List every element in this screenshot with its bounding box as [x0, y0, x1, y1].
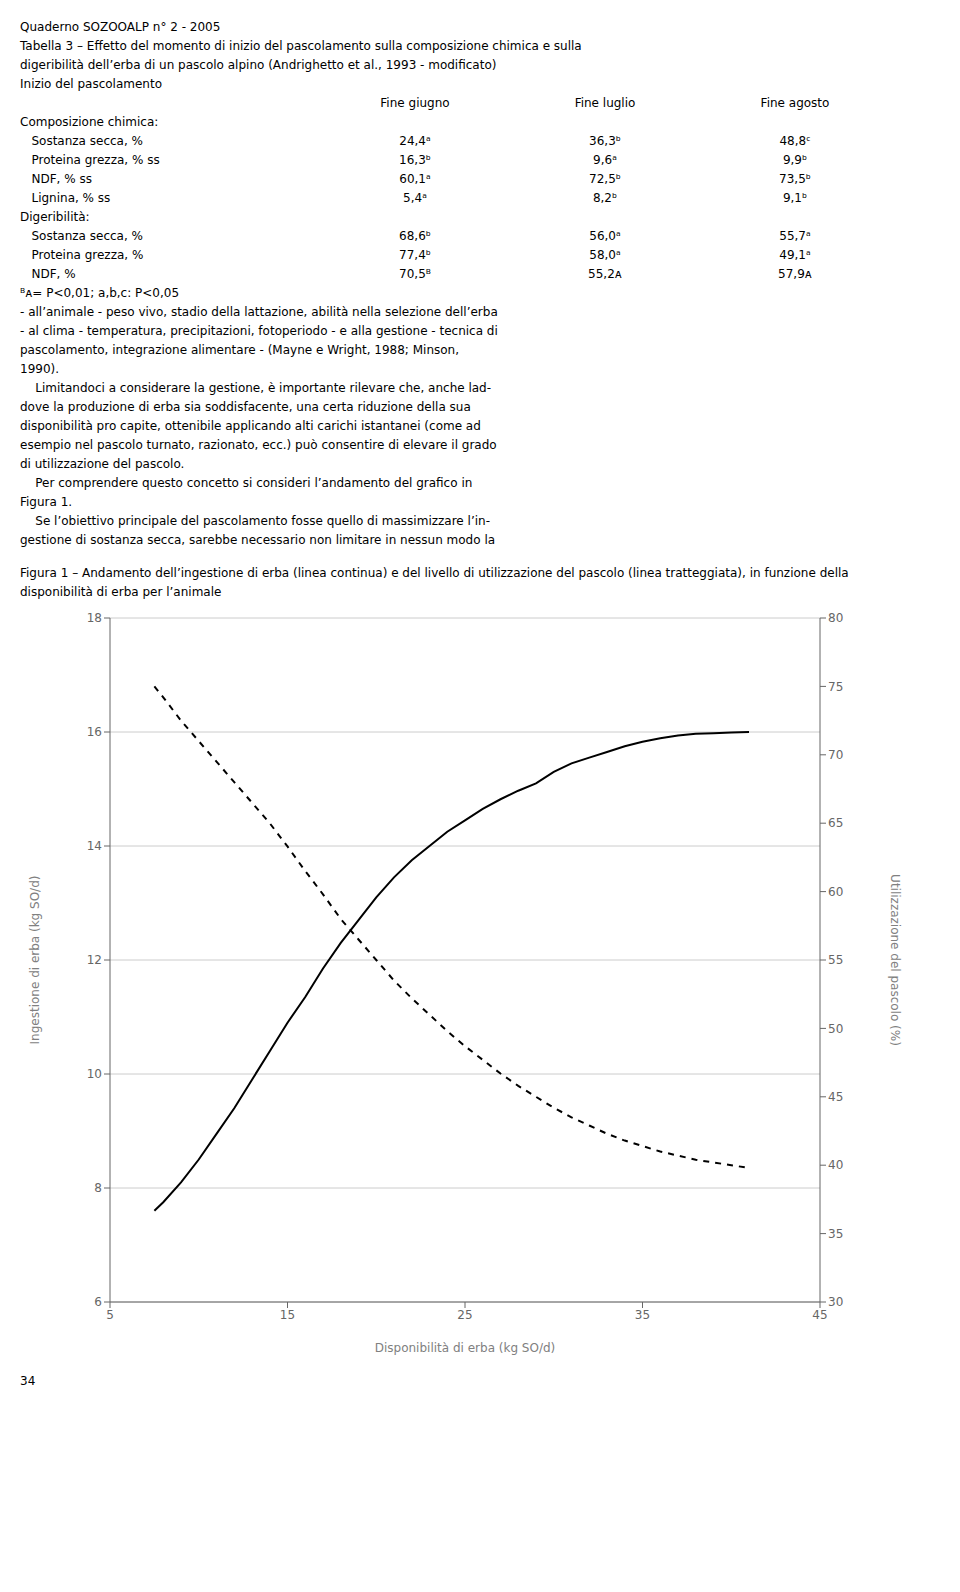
html-text:56,0ᵃ: 56,0ᵃ	[589, 229, 621, 243]
html-text:5,4ᵃ: 5,4ᵃ	[403, 191, 427, 205]
html-text:gestione di sostanza secca, sa: gestione di sostanza secca, sarebbe nece…	[20, 533, 496, 547]
svg-text:10: 10	[87, 1067, 102, 1081]
html-text:16,3ᵇ: 16,3ᵇ	[399, 153, 431, 167]
svg-text:70: 70	[828, 748, 843, 762]
html-text:Fine agosto: Fine agosto	[760, 96, 830, 110]
svg-text:5: 5	[106, 1308, 114, 1322]
svg-text:6: 6	[94, 1295, 102, 1309]
svg-text:14: 14	[87, 839, 102, 853]
svg-text:18: 18	[87, 611, 102, 625]
html-text:Quaderno SOZOOALP n° 2 - 2005: Quaderno SOZOOALP n° 2 - 2005	[20, 20, 221, 34]
html-text:Sostanza secca, %: Sostanza secca, %	[20, 229, 143, 243]
html-text:Tabella 3 – Effetto del moment: Tabella 3 – Effetto del momento di inizi…	[20, 39, 582, 53]
html-text:ᴮᴀ= P<0,01; a,b,c: P<0,05: ᴮᴀ= P<0,01; a,b,c: P<0,05	[20, 286, 180, 300]
html-text:68,6ᵇ: 68,6ᵇ	[399, 229, 431, 243]
svg-text:15: 15	[280, 1308, 295, 1322]
html-text:34: 34	[20, 1374, 36, 1388]
html-text:55,7ᵃ: 55,7ᵃ	[779, 229, 811, 243]
html-text:72,5ᵇ: 72,5ᵇ	[589, 172, 621, 186]
svg-text:12: 12	[87, 953, 102, 967]
html-text:9,6ᵃ: 9,6ᵃ	[593, 153, 617, 167]
html-text:dove la produzione di erba sia: dove la produzione di erba sia soddisfac…	[20, 400, 471, 414]
svg-text:35: 35	[635, 1308, 650, 1322]
html-text:Proteina grezza, % ss: Proteina grezza, % ss	[20, 153, 160, 167]
svg-text:8: 8	[94, 1181, 102, 1195]
html-text:di utilizzazione del pascolo.: di utilizzazione del pascolo.	[20, 457, 185, 471]
html-text:Figura 1.: Figura 1.	[20, 495, 73, 509]
svg-text:45: 45	[812, 1308, 827, 1322]
svg-text:60: 60	[828, 885, 843, 899]
html-text:48,8ᶜ: 48,8ᶜ	[779, 134, 811, 148]
html-text:Fine giugno: Fine giugno	[380, 96, 450, 110]
svg-text:55: 55	[828, 953, 843, 967]
html-text:Digeribilità:: Digeribilità:	[20, 210, 90, 224]
html-text:Figura 1 – Andamento dell’inge: Figura 1 – Andamento dell’ingestione di …	[20, 566, 849, 599]
svg-text:25: 25	[457, 1308, 472, 1322]
html-text:- all’animale - peso vivo, sta: - all’animale - peso vivo, stadio della …	[20, 305, 498, 319]
svg-text:Ingestione di erba (kg SO/d): Ingestione di erba (kg SO/d)	[28, 876, 42, 1045]
html-text:pascolamento, integrazione ali: pascolamento, integrazione alimentare - …	[20, 343, 459, 357]
html-text:36,3ᵇ: 36,3ᵇ	[589, 134, 621, 148]
html-text:24,4ᵃ: 24,4ᵃ	[399, 134, 431, 148]
html-text:55,2ᴀ: 55,2ᴀ	[588, 267, 622, 281]
html-text:58,0ᵃ: 58,0ᵃ	[589, 248, 621, 262]
html-text:NDF, % ss: NDF, % ss	[20, 172, 92, 186]
html-text:digeribilità dell’erba di un p: digeribilità dell’erba di un pascolo alp…	[20, 58, 497, 72]
svg-text:30: 30	[828, 1295, 843, 1309]
html-text:60,1ᵃ: 60,1ᵃ	[399, 172, 431, 186]
svg-text:75: 75	[828, 680, 843, 694]
html-text:9,9ᵇ: 9,9ᵇ	[782, 153, 808, 167]
svg-text:Disponibilità di erba (kg SO/d: Disponibilità di erba (kg SO/d)	[375, 1341, 556, 1355]
svg-text:35: 35	[828, 1227, 843, 1241]
svg-text:40: 40	[828, 1158, 843, 1172]
html-text:49,1ᵃ: 49,1ᵃ	[779, 248, 811, 262]
html-text:70,5ᴮ: 70,5ᴮ	[399, 267, 431, 281]
svg-text:50: 50	[828, 1022, 843, 1036]
html-text:Se l’obiettivo principale del: Se l’obiettivo principale del pascolamen…	[20, 514, 490, 528]
html-text:57,9ᴀ: 57,9ᴀ	[778, 267, 812, 281]
html-text:Limitandoci a considerare la g: Limitandoci a considerare la gestione, è…	[20, 381, 492, 395]
html-text:NDF, %: NDF, %	[20, 267, 76, 281]
html-text:- al clima - temperatura, prec: - al clima - temperatura, precipitazioni…	[20, 324, 498, 338]
html-text:77,4ᵇ: 77,4ᵇ	[399, 248, 431, 262]
svg-text:Utilizzazione del pascolo (%): Utilizzazione del pascolo (%)	[888, 874, 902, 1046]
html-text:Lignina, % ss: Lignina, % ss	[20, 191, 111, 205]
html-text:disponibilità pro capite, otte: disponibilità pro capite, ottenibile app…	[20, 419, 481, 433]
html-text:Sostanza secca, %: Sostanza secca, %	[20, 134, 143, 148]
html-text:9,1ᵇ: 9,1ᵇ	[782, 191, 808, 205]
html-text:Composizione chimica:: Composizione chimica:	[20, 115, 159, 129]
html-text:8,2ᵇ: 8,2ᵇ	[592, 191, 618, 205]
html-text:73,5ᵇ: 73,5ᵇ	[779, 172, 811, 186]
html-text:1990).: 1990).	[20, 362, 59, 376]
svg-text:16: 16	[87, 725, 102, 739]
html-text:Fine luglio: Fine luglio	[574, 96, 636, 110]
svg-text:45: 45	[828, 1090, 843, 1104]
html-text:esempio nel pascolo turnato, r: esempio nel pascolo turnato, razionato, …	[20, 438, 497, 452]
svg-text:80: 80	[828, 611, 843, 625]
svg-text:65: 65	[828, 816, 843, 830]
html-text:Per comprendere questo concett: Per comprendere questo concetto si consi…	[20, 476, 473, 490]
html-text:Proteina grezza, %: Proteina grezza, %	[20, 248, 144, 262]
html-text:Inizio del pascolamento: Inizio del pascolamento	[20, 77, 162, 91]
